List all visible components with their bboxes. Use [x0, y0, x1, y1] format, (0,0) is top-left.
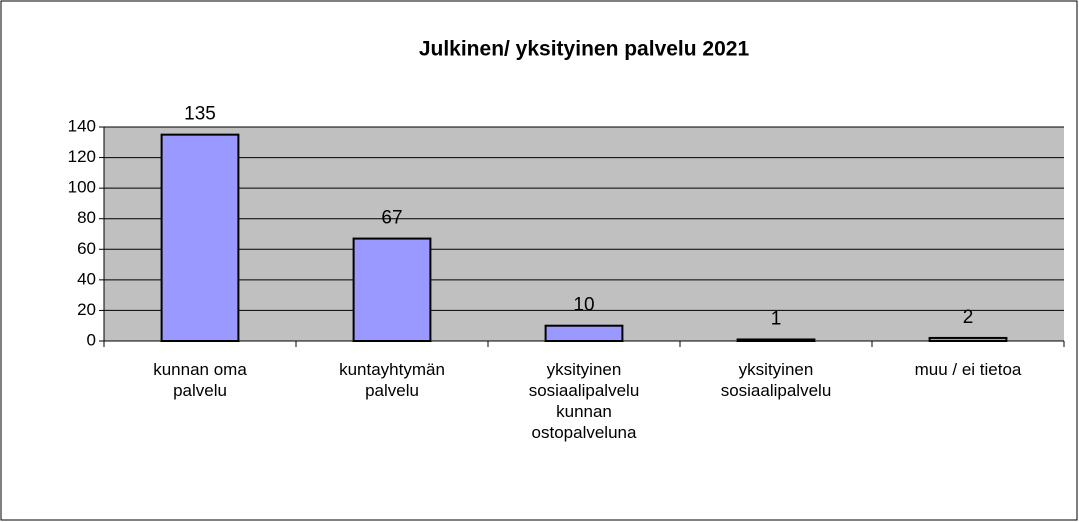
- y-tick-label: 80: [77, 208, 96, 227]
- data-label: 10: [573, 295, 594, 316]
- bar: [736, 338, 816, 343]
- bar: [160, 133, 240, 342]
- x-tick-label: muu / ei tietoa: [914, 360, 1022, 379]
- data-label: 135: [184, 104, 216, 125]
- chart-title: Julkinen/ yksityinen palvelu 2021: [419, 38, 750, 61]
- bar: [352, 237, 432, 342]
- y-tick-label: 0: [87, 330, 96, 349]
- x-tick-label: kuntayhtymän palvelu: [339, 360, 445, 400]
- x-tick-label: kunnan oma palvelu: [153, 360, 247, 400]
- x-tick-label: yksityinen sosiaalipalvelu kunnan ostopa…: [528, 360, 640, 442]
- y-tick-label: 40: [77, 269, 96, 288]
- y-tick-label: 140: [68, 116, 96, 135]
- y-tick-label: 20: [77, 300, 96, 319]
- bar: [928, 336, 1008, 343]
- data-label: 2: [963, 307, 974, 328]
- bar: [544, 324, 624, 343]
- y-tick-label: 100: [68, 178, 96, 197]
- y-tick-label: 60: [77, 239, 96, 258]
- plot-area: [104, 127, 1064, 341]
- x-tick-label: yksityinen sosiaalipalvelu: [720, 360, 832, 400]
- data-label: 67: [381, 208, 402, 229]
- y-tick-label: 120: [68, 147, 96, 166]
- data-label: 1: [771, 308, 782, 329]
